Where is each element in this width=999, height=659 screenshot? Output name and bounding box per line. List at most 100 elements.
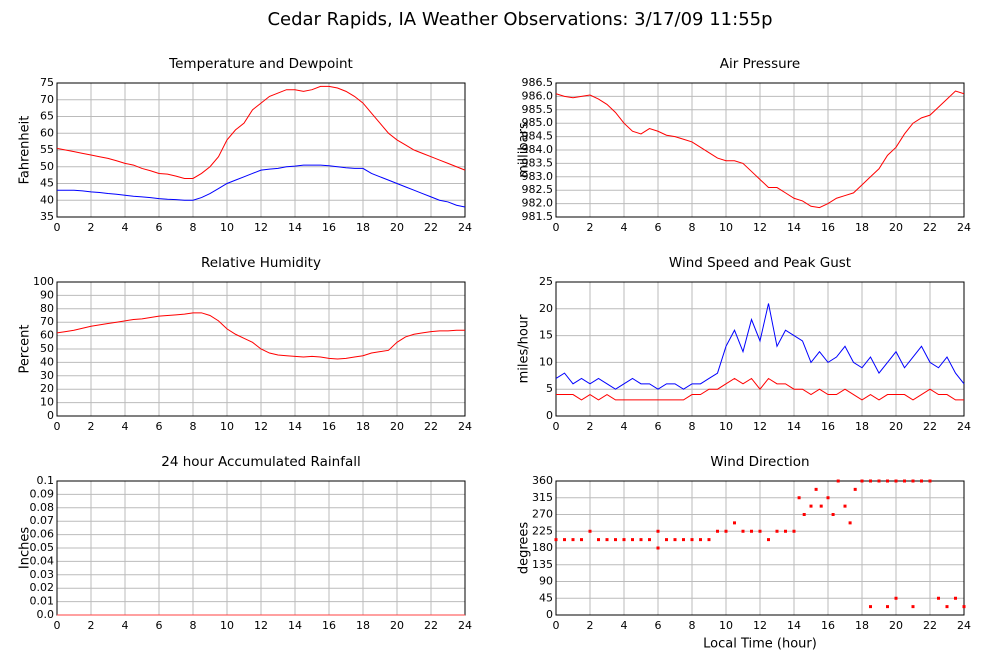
data-point	[597, 538, 600, 542]
y-tick-label: 982.5	[522, 183, 554, 196]
y-tick-label: 270	[532, 508, 553, 521]
data-point	[937, 596, 940, 600]
x-tick-label: 14	[787, 619, 801, 632]
data-point	[639, 538, 643, 542]
x-tick-label: 20	[889, 221, 903, 234]
y-tick-label: 0	[546, 409, 553, 422]
x-tick-label: 14	[787, 420, 801, 433]
y-tick-label: 25	[539, 275, 553, 288]
data-point	[877, 479, 881, 483]
data-point	[707, 538, 711, 542]
y-tick-label: 40	[40, 193, 54, 206]
x-tick-label: 22	[424, 221, 438, 234]
data-point	[605, 538, 609, 542]
data-point	[843, 504, 847, 508]
y-tick-label: 40	[40, 355, 54, 368]
x-tick-label: 8	[190, 221, 197, 234]
panel-title: Temperature and Dewpoint	[168, 56, 353, 72]
x-tick-label: 18	[855, 619, 869, 632]
data-point	[962, 605, 966, 609]
x-tick-label: 6	[156, 420, 163, 433]
x-tick-label: 16	[322, 619, 336, 632]
data-point	[860, 479, 864, 483]
data-point	[716, 529, 719, 533]
data-point	[928, 479, 932, 483]
y-tick-label: 20	[40, 382, 54, 395]
x-tick-label: 24	[957, 619, 971, 632]
plot-frame	[56, 82, 466, 218]
data-point	[571, 538, 575, 542]
data-point	[673, 538, 677, 542]
x-tick-label: 10	[719, 619, 733, 632]
panel-title: Wind Direction	[710, 454, 809, 470]
y-tick-label: 985.5	[522, 103, 554, 116]
x-tick-label: 12	[254, 221, 268, 234]
x-tick-label: 4	[122, 420, 129, 433]
x-axis-label: Local Time (hour)	[703, 637, 817, 652]
x-tick-label: 10	[220, 221, 234, 234]
data-point	[656, 529, 660, 533]
x-tick-label: 24	[458, 619, 472, 632]
x-tick-label: 2	[88, 619, 95, 632]
y-tick-label: 50	[40, 160, 54, 173]
x-tick-label: 22	[923, 420, 937, 433]
data-point	[911, 479, 915, 483]
y-tick-label: 0.03	[30, 568, 55, 581]
y-tick-label: 0.07	[30, 514, 55, 527]
data-point	[631, 538, 634, 542]
x-tick-label: 2	[88, 221, 95, 234]
x-tick-label: 16	[322, 420, 336, 433]
data-point	[648, 538, 651, 542]
y-tick-label: 180	[532, 541, 553, 554]
data-line	[56, 85, 466, 179]
plot-frame	[555, 281, 965, 417]
y-tick-label: 0.05	[30, 541, 55, 554]
data-line	[555, 90, 965, 209]
data-point	[699, 538, 702, 542]
y-tick-label: 60	[40, 126, 54, 139]
y-tick-label: 225	[532, 524, 553, 537]
y-tick-label: 90	[539, 575, 553, 588]
y-axis-label: miles/hour	[517, 314, 532, 383]
data-point	[563, 538, 566, 542]
data-point	[741, 529, 745, 533]
data-point	[724, 529, 728, 533]
y-tick-label: 45	[539, 591, 553, 604]
y-axis-label: millibars	[517, 122, 532, 178]
y-tick-label: 0.1	[37, 474, 55, 487]
data-point	[665, 538, 668, 542]
y-tick-label: 0.04	[30, 554, 55, 567]
y-tick-label: 0.01	[30, 595, 55, 608]
y-tick-label: 45	[40, 177, 54, 190]
x-tick-label: 2	[587, 619, 594, 632]
y-tick-label: 15	[539, 329, 553, 342]
x-tick-label: 0	[553, 420, 560, 433]
data-point	[945, 605, 949, 609]
data-point	[733, 521, 736, 525]
data-point	[614, 538, 617, 542]
data-point	[690, 538, 694, 542]
y-tick-label: 80	[40, 302, 54, 315]
plot-frame	[555, 82, 965, 218]
data-point	[682, 538, 685, 542]
data-point	[903, 479, 906, 483]
y-tick-label: 35	[40, 210, 54, 223]
x-tick-label: 4	[621, 221, 628, 234]
y-tick-label: 986.5	[522, 76, 554, 89]
x-tick-label: 2	[587, 420, 594, 433]
data-point	[758, 529, 762, 533]
x-tick-label: 8	[689, 420, 696, 433]
y-tick-label: 75	[40, 76, 54, 89]
x-tick-label: 18	[855, 221, 869, 234]
data-point	[886, 605, 889, 609]
y-tick-label: 0.02	[30, 581, 55, 594]
x-tick-label: 10	[220, 619, 234, 632]
y-tick-label: 30	[40, 369, 54, 382]
y-tick-label: 985.0	[522, 116, 554, 129]
data-point	[622, 538, 626, 542]
data-line	[555, 303, 965, 390]
x-tick-label: 8	[689, 221, 696, 234]
panel-title: Air Pressure	[720, 56, 800, 72]
data-point	[954, 596, 957, 600]
plot-frame	[555, 480, 965, 616]
